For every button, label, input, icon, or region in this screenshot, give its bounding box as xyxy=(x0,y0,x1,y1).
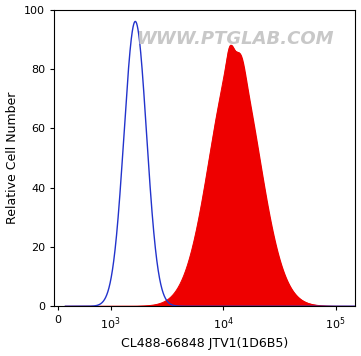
X-axis label: CL488-66848 JTV1(1D6B5): CL488-66848 JTV1(1D6B5) xyxy=(121,337,288,350)
Y-axis label: Relative Cell Number: Relative Cell Number xyxy=(5,92,18,224)
Text: WWW.PTGLAB.COM: WWW.PTGLAB.COM xyxy=(136,30,334,48)
